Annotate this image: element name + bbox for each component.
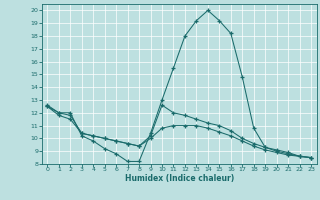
X-axis label: Humidex (Indice chaleur): Humidex (Indice chaleur) <box>124 174 234 183</box>
